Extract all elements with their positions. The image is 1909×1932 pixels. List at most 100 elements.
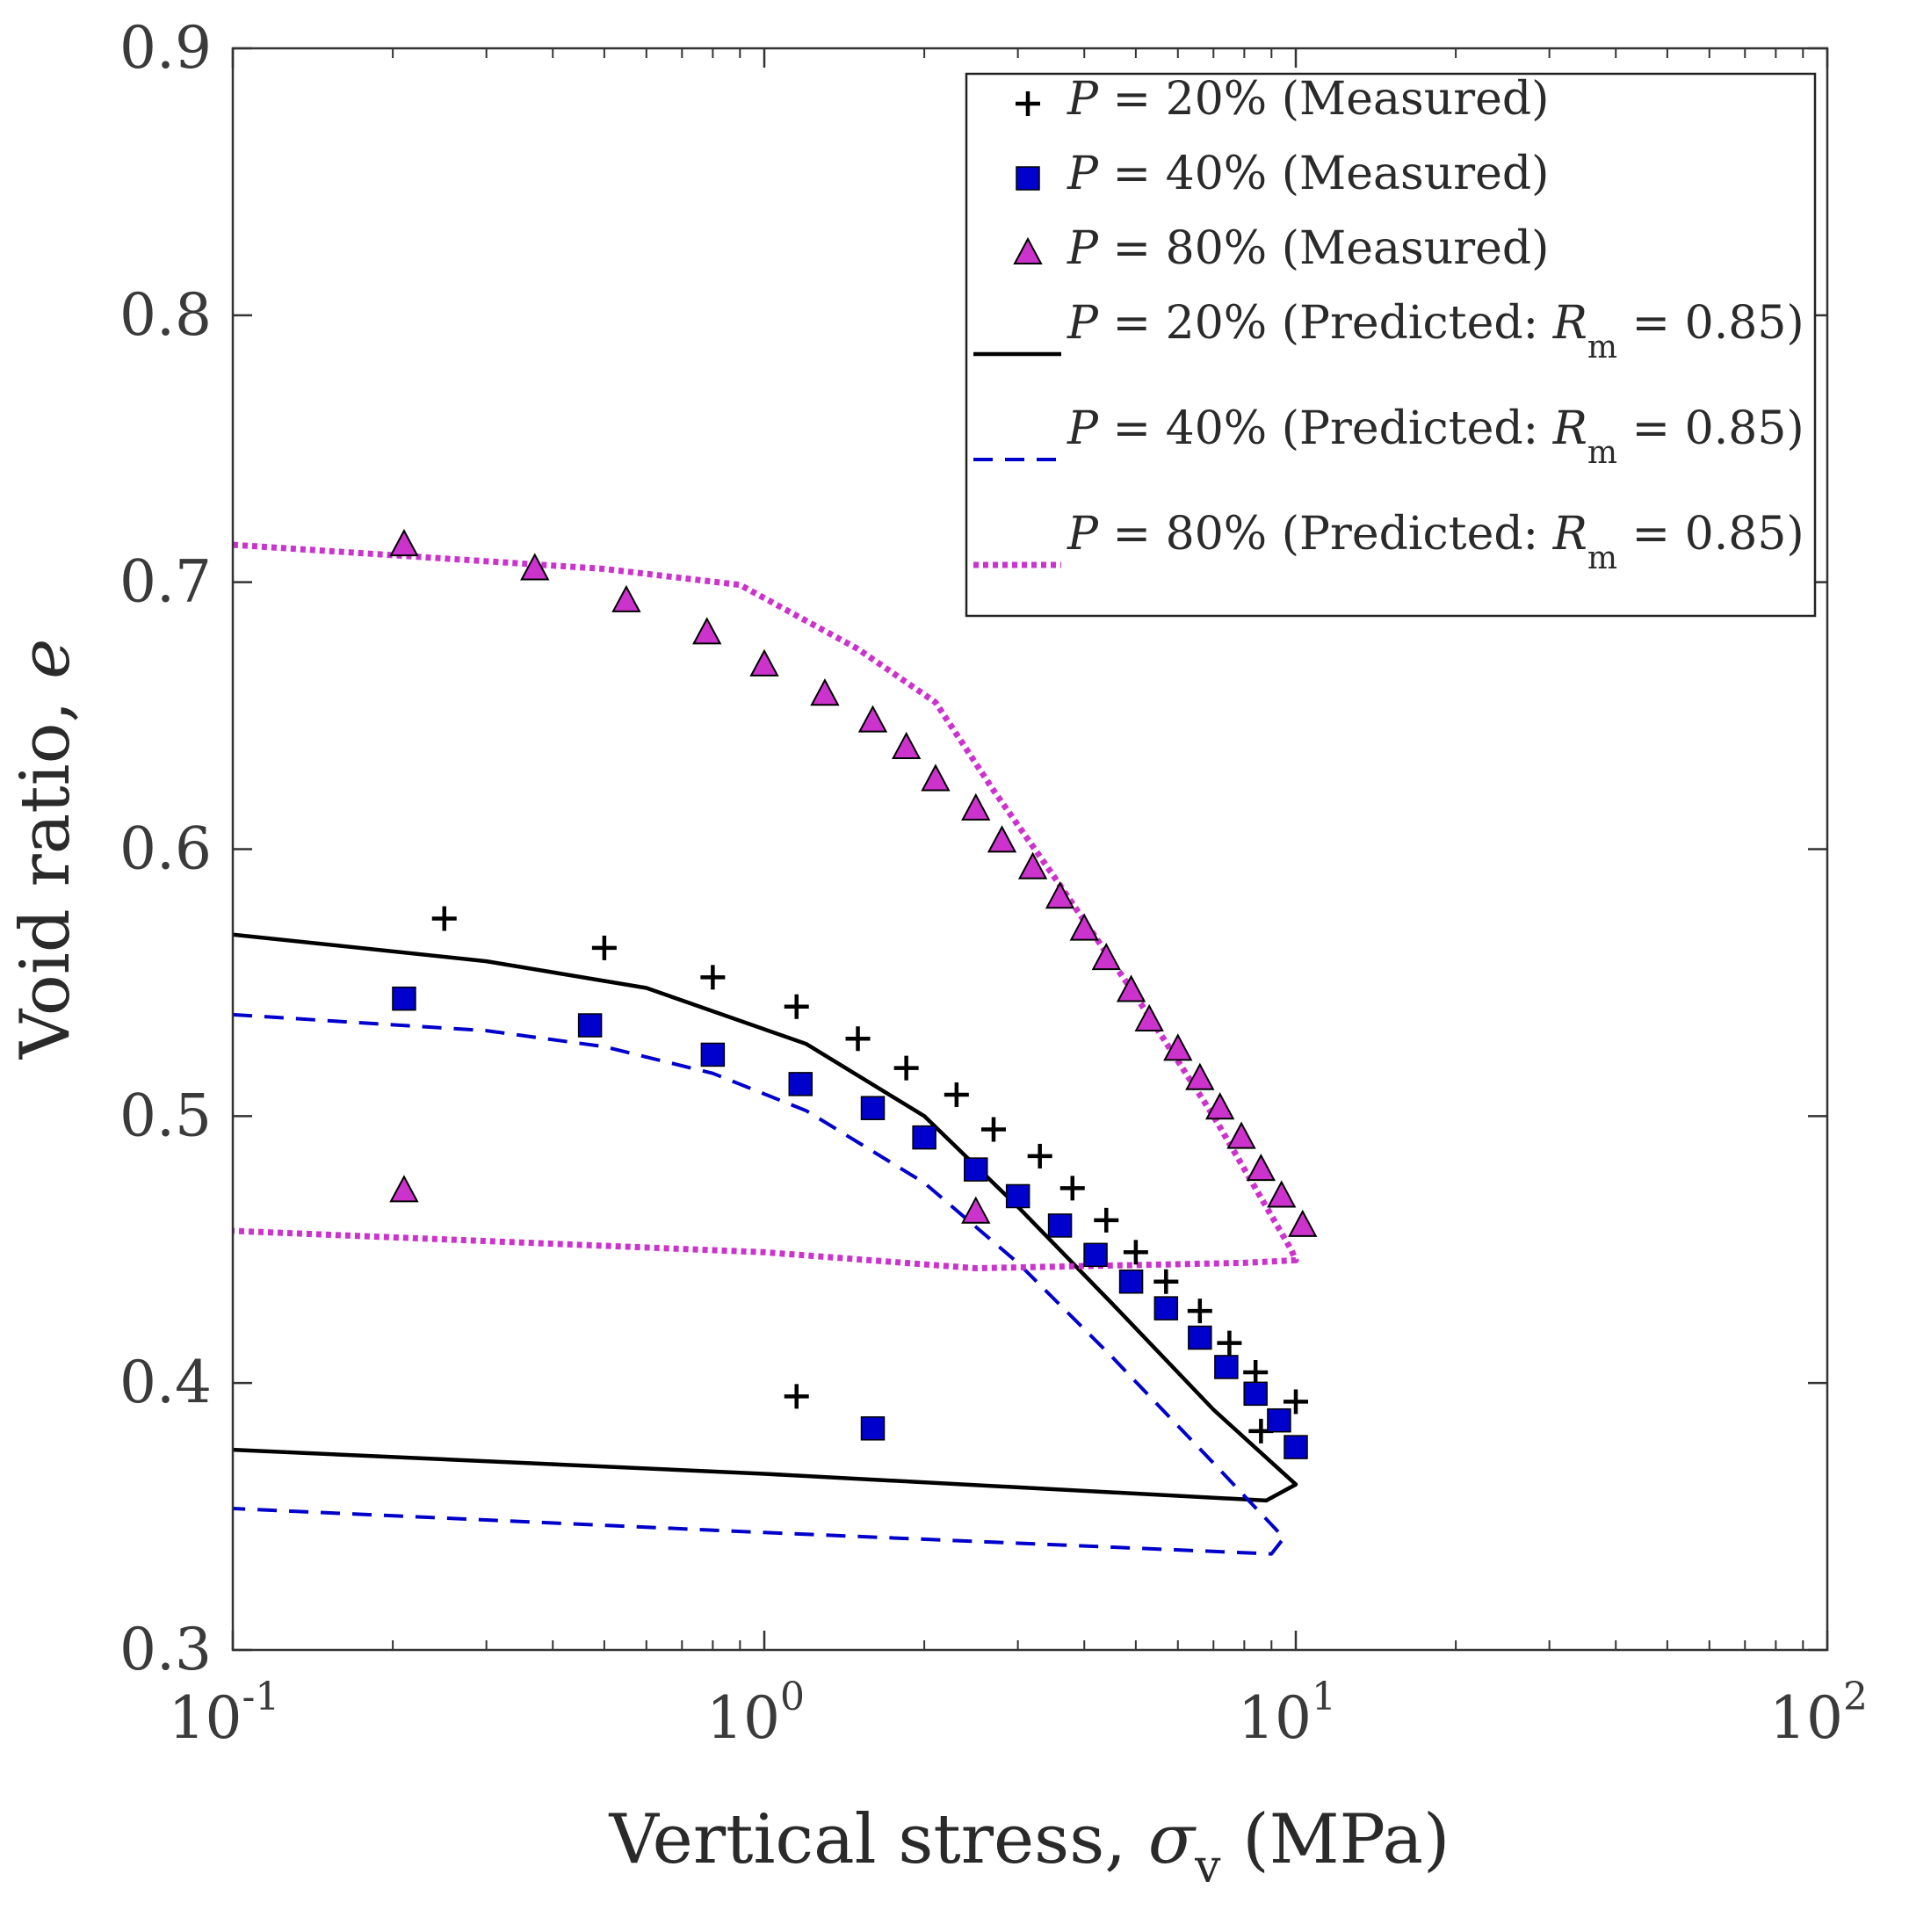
y-axis-title: Void ratio, e — [6, 639, 85, 1060]
data-point-plus — [980, 1117, 1006, 1142]
data-point-plus — [1243, 1360, 1269, 1386]
y-tick-label: 0.8 — [119, 281, 212, 349]
x-axis-title-symbol: σ — [1148, 1800, 1197, 1879]
series-line-dashed — [232, 1012, 1286, 1556]
data-point-triangle — [1116, 974, 1146, 1002]
y-tick-label: 0.9 — [119, 14, 212, 82]
y-tick-label: 0.7 — [119, 548, 212, 616]
data-point-plus — [784, 1384, 809, 1409]
y-tick-label: 0.3 — [119, 1616, 212, 1683]
legend-label: P = 40% (Predicted: Rm = 0.85) — [1067, 402, 1804, 471]
data-point-square — [700, 1042, 726, 1067]
data-point-triangle — [389, 1175, 419, 1203]
x-tick-label: 101 — [1238, 1675, 1336, 1752]
data-point-triangle — [1045, 881, 1075, 909]
legend-label: P = 80% (Measured) — [1067, 222, 1549, 275]
legend-swatch-square — [1016, 166, 1040, 191]
x-tick-base: 10 — [1238, 1684, 1312, 1752]
x-tick-exponent: 2 — [1843, 1675, 1868, 1719]
data-point-plus — [784, 994, 809, 1019]
legend-label: P = 20% (Measured) — [1067, 73, 1549, 126]
data-point-square — [1267, 1407, 1291, 1433]
data-point-triangle — [749, 648, 779, 677]
x-axis-title-prefix: Vertical stress, — [609, 1800, 1148, 1879]
data-point-triangle — [1226, 1121, 1256, 1149]
data-point-triangle — [389, 529, 419, 557]
data-point-plus — [1059, 1176, 1085, 1201]
data-point-triangle — [611, 584, 641, 612]
data-point-plus — [1153, 1269, 1179, 1294]
legend-swatch-triangle — [1013, 236, 1043, 264]
data-point-square — [577, 1013, 603, 1038]
x-axis-title-subscript: v — [1194, 1841, 1221, 1893]
data-point-triangle — [987, 825, 1017, 853]
data-point-triangle — [1091, 942, 1121, 971]
data-point-plus — [944, 1082, 969, 1108]
data-point-triangle — [810, 678, 840, 706]
data-point-square — [788, 1072, 813, 1096]
data-point-square — [1083, 1242, 1108, 1268]
data-point-plus — [893, 1055, 919, 1081]
data-point-triangle — [692, 617, 722, 645]
legend-entry: P = 20% (Measured) — [1016, 73, 1549, 126]
data-point-triangle — [1288, 1209, 1318, 1237]
axis-ticks: 0.30.40.50.60.70.80.910-1 100 101 102 — [119, 14, 1868, 1752]
data-point-square — [1284, 1435, 1308, 1459]
data-point-square — [964, 1157, 988, 1182]
data-point-plus — [700, 965, 726, 990]
legend-label: P = 80% (Predicted: Rm = 0.85) — [1067, 508, 1804, 576]
data-point-square — [1214, 1355, 1239, 1379]
data-point-triangle — [857, 705, 888, 733]
data-point-square — [860, 1096, 886, 1120]
legend-label: P = 20% (Predicted: Rm = 0.85) — [1067, 297, 1804, 365]
data-point-square — [1047, 1213, 1073, 1238]
data-point-square — [1243, 1381, 1268, 1407]
x-tick-label: 102 — [1769, 1675, 1868, 1752]
data-point-triangle — [1017, 851, 1048, 879]
data-point-plus — [1217, 1330, 1242, 1356]
legend-entry: P = 20% (Predicted: Rm = 0.85) — [973, 297, 1804, 365]
data-point-plus — [1027, 1143, 1052, 1169]
data-point-triangle — [1205, 1092, 1235, 1120]
data-point-square — [1118, 1269, 1144, 1294]
data-point-triangle — [520, 553, 550, 581]
data-point-triangle — [1134, 1003, 1164, 1031]
legend-label: P = 40% (Measured) — [1067, 148, 1549, 200]
x-axis-title-suffix: (MPa) — [1220, 1800, 1450, 1879]
y-axis-title-prefix: Void ratio, — [6, 679, 85, 1060]
x-tick-exponent: 0 — [780, 1675, 805, 1719]
data-point-square — [1188, 1325, 1212, 1350]
legend-entry: P = 40% (Predicted: Rm = 0.85) — [973, 402, 1804, 471]
data-point-triangle — [1185, 1062, 1215, 1090]
data-point-plus — [1123, 1240, 1148, 1265]
legend-entry: P = 80% (Measured) — [1013, 222, 1549, 275]
data-point-triangle — [961, 1196, 991, 1224]
y-tick-label: 0.5 — [119, 1082, 212, 1149]
data-point-plus — [1094, 1207, 1119, 1233]
data-point-square — [912, 1125, 936, 1150]
data-point-triangle — [1267, 1180, 1297, 1208]
x-tick-label: 100 — [706, 1675, 805, 1752]
data-point-plus — [431, 906, 457, 931]
x-axis-title: Vertical stress, σv (MPa) — [609, 1800, 1450, 1893]
legend-entry: P = 80% (Predicted: Rm = 0.85) — [973, 508, 1804, 576]
data-point-square — [1153, 1296, 1179, 1321]
legend-swatch-plus — [1016, 91, 1040, 116]
y-tick-label: 0.4 — [119, 1349, 212, 1416]
data-point-triangle — [961, 792, 991, 821]
x-tick-base: 10 — [169, 1684, 242, 1752]
x-tick-base: 10 — [1769, 1684, 1843, 1752]
data-point-square — [860, 1416, 886, 1441]
data-point-square — [1005, 1183, 1030, 1209]
x-tick-exponent: 1 — [1312, 1675, 1336, 1719]
data-point-triangle — [921, 763, 951, 792]
data-point-plus — [591, 935, 617, 960]
data-point-triangle — [1069, 913, 1099, 941]
data-point-plus — [1187, 1299, 1212, 1324]
legend-box — [965, 72, 1817, 618]
data-point-triangle — [891, 731, 922, 760]
x-tick-base: 10 — [706, 1684, 780, 1752]
data-point-triangle — [1246, 1153, 1276, 1182]
data-point-triangle — [1163, 1033, 1193, 1061]
